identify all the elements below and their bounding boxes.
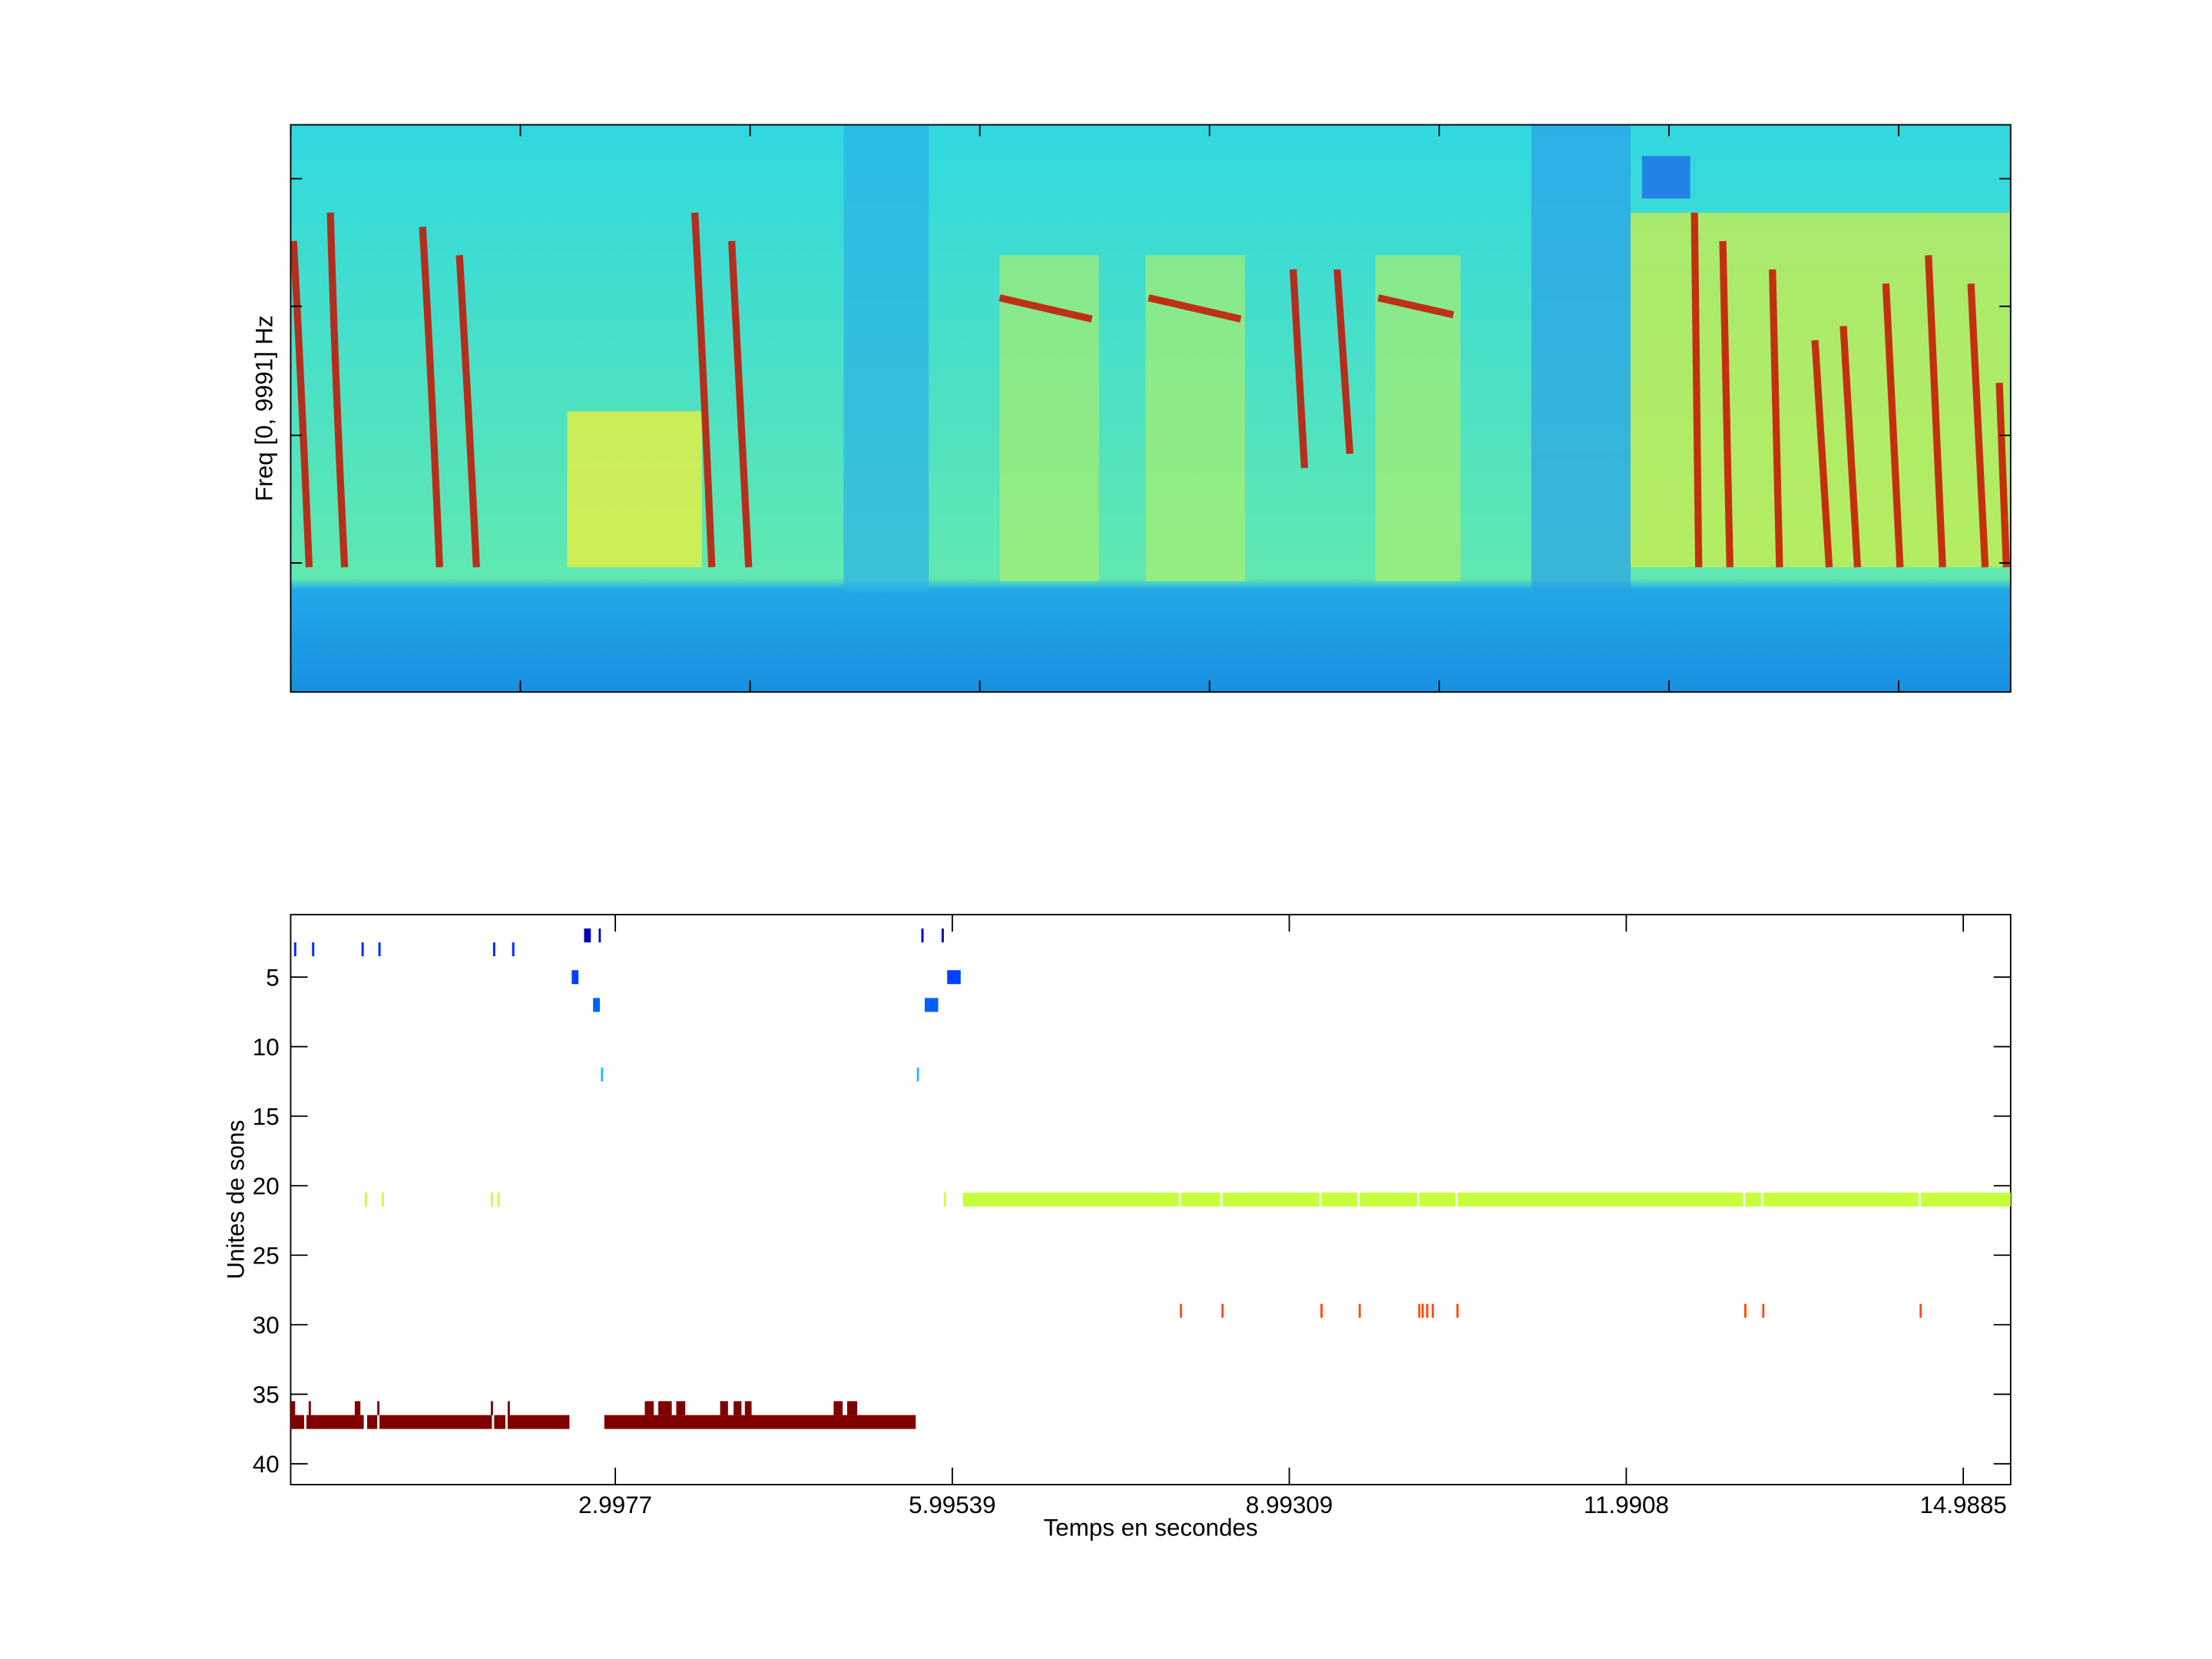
event-bar — [1763, 1192, 1919, 1207]
event-bar — [921, 928, 924, 942]
event-bar — [916, 1067, 919, 1081]
event-bar — [1920, 1192, 2011, 1207]
x-tick-label: 5.99539 — [909, 1492, 995, 1518]
event-bar — [1919, 1303, 1922, 1318]
x-tick-label: 11.9908 — [1584, 1492, 1669, 1518]
event-bar — [601, 1067, 604, 1081]
event-bar — [306, 1415, 364, 1429]
event-bar — [644, 1401, 654, 1416]
event-bar — [507, 1401, 510, 1416]
event-bar — [293, 942, 296, 957]
event-bar — [382, 1192, 384, 1207]
spectrogram-image — [290, 124, 2011, 692]
event-bar — [1745, 1192, 1761, 1207]
event-bar — [744, 1401, 752, 1416]
x-tick-label: 2.9977 — [578, 1492, 652, 1518]
y-tick-label: 35 — [253, 1381, 280, 1408]
y-tick-label: 10 — [253, 1034, 280, 1061]
event-bar — [497, 1192, 500, 1207]
event-bar — [947, 970, 961, 985]
event-bar — [1359, 1192, 1418, 1207]
event-bar — [512, 942, 515, 957]
y-tick-label: 40 — [253, 1451, 280, 1478]
event-bar — [1221, 1303, 1224, 1318]
event-bar — [379, 1415, 492, 1429]
spectrogram-ticks — [290, 124, 2011, 692]
event-bar — [924, 998, 939, 1012]
event-bar — [1358, 1303, 1361, 1318]
event-bar — [1421, 1303, 1424, 1318]
spectrogram-ylabel: Freq [0, 9991] Hz — [250, 315, 277, 501]
x-axis-label: Temps en secondes — [1044, 1514, 1258, 1541]
event-bar — [490, 1192, 493, 1207]
event-bar — [593, 998, 600, 1012]
event-bar — [490, 1401, 493, 1416]
y-tick-label: 25 — [253, 1242, 280, 1269]
y-tick-label: 5 — [266, 964, 279, 991]
event-bar — [1321, 1192, 1358, 1207]
event-bar — [1456, 1303, 1459, 1318]
event-bar — [1743, 1303, 1747, 1318]
y-tick-label: 20 — [253, 1173, 280, 1200]
event-bar — [941, 928, 944, 942]
x-tick-label: 8.99309 — [1246, 1492, 1333, 1518]
event-bar — [290, 1415, 305, 1429]
event-bar — [571, 970, 579, 985]
event-bar — [1181, 1192, 1220, 1207]
y-axis-label: Unites de sons — [223, 1120, 250, 1280]
event-bar — [658, 1401, 672, 1416]
event-bar — [962, 1192, 1179, 1207]
event-bar — [494, 1415, 506, 1429]
x-tick-label: 14.9885 — [1919, 1492, 2006, 1518]
event-bar — [846, 1401, 858, 1416]
event-bar — [1457, 1192, 1743, 1207]
spectrogram-frame — [290, 124, 2012, 693]
event-bar — [312, 942, 315, 957]
event-bar — [1762, 1303, 1765, 1318]
event-bar — [308, 1401, 311, 1416]
event-bar — [492, 942, 495, 957]
event-bar — [378, 942, 381, 957]
event-bar — [676, 1401, 686, 1416]
event-bar — [1320, 1303, 1323, 1318]
y-tick-label: 15 — [253, 1103, 280, 1130]
event-bar — [366, 1415, 378, 1429]
event-bar — [507, 1415, 570, 1429]
event-bar — [377, 1401, 380, 1416]
event-bar — [720, 1401, 728, 1416]
event-bar — [1432, 1303, 1434, 1318]
event-bar — [290, 1401, 296, 1416]
event-bar — [1419, 1192, 1455, 1207]
event-bar — [604, 1415, 916, 1429]
event-bar — [1418, 1303, 1421, 1318]
y-tick-label: 30 — [253, 1312, 280, 1339]
event-bar — [943, 1192, 946, 1207]
event-bar — [361, 942, 364, 957]
event-bar — [365, 1192, 367, 1207]
event-bar — [1426, 1303, 1429, 1318]
event-bar — [733, 1401, 742, 1416]
event-bar — [833, 1401, 843, 1416]
event-bar — [598, 928, 601, 942]
event-bar — [584, 928, 591, 942]
event-bar — [1180, 1303, 1182, 1318]
event-bar — [1222, 1192, 1320, 1207]
event-bar — [354, 1401, 361, 1416]
